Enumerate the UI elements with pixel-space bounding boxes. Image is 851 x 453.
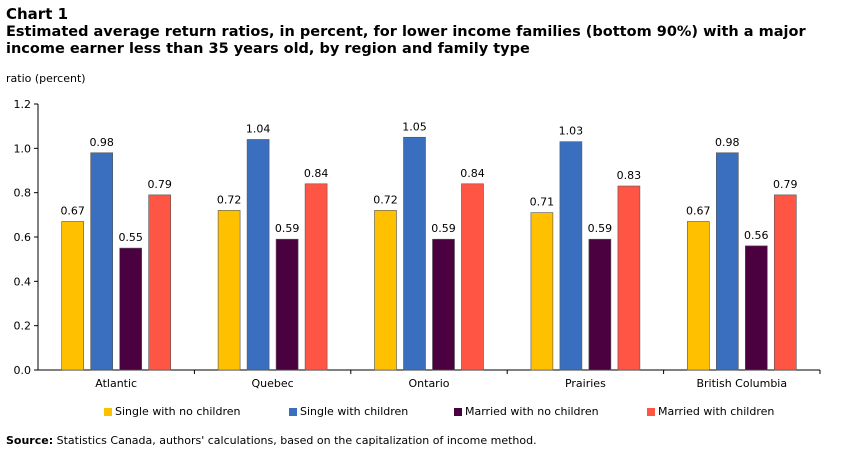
y-tick-label: 1.2 — [14, 98, 32, 111]
legend-swatch — [104, 407, 112, 416]
data-label: 0.98 — [89, 136, 114, 149]
data-label: 0.55 — [118, 231, 143, 244]
data-label: 0.79 — [147, 178, 172, 191]
legend-label: Single with no children — [115, 405, 241, 418]
bar — [275, 238, 299, 371]
legend-item-married-with-children: Married with children — [647, 405, 774, 418]
x-tick-label: Prairies — [565, 377, 606, 390]
data-label: 0.72 — [373, 193, 398, 206]
data-label: 0.56 — [744, 229, 769, 242]
bar — [90, 152, 113, 371]
legend-swatch — [647, 407, 655, 416]
y-tick-label: 0.8 — [14, 187, 32, 200]
bar — [715, 152, 739, 371]
data-label: 0.59 — [431, 222, 456, 235]
data-label: 1.04 — [246, 122, 271, 135]
source-text: Statistics Canada, authors' calculations… — [56, 434, 537, 447]
data-label: 0.79 — [773, 178, 798, 191]
bar — [217, 210, 241, 371]
bar — [773, 194, 797, 371]
legend-label: Married with children — [658, 405, 775, 418]
bar — [61, 221, 85, 371]
x-tick-label: Atlantic — [95, 377, 137, 390]
bar — [461, 183, 484, 371]
bar — [148, 194, 171, 371]
bar — [374, 210, 397, 371]
legend-label: Single with children — [300, 405, 409, 418]
legend-item-single-with-children: Single with children — [289, 405, 408, 418]
source-label: Source: — [6, 434, 54, 447]
source-note: Source: Statistics Canada, authors' calc… — [6, 434, 537, 447]
legend-label: Married with no children — [465, 405, 599, 418]
y-tick-label: 1.0 — [14, 142, 32, 155]
data-label: 0.59 — [275, 222, 300, 235]
legend-item-single-no-children: Single with no children — [104, 405, 240, 418]
bar — [403, 136, 426, 371]
data-label: 0.98 — [715, 136, 740, 149]
bar — [588, 238, 612, 371]
bar — [304, 183, 328, 371]
bar — [246, 139, 270, 371]
data-label: 0.72 — [217, 193, 242, 206]
data-label: 0.71 — [530, 196, 555, 209]
bar — [119, 247, 142, 371]
y-tick-label: 0.6 — [14, 231, 32, 244]
bar — [530, 212, 554, 371]
y-tick-label: 0.0 — [14, 364, 32, 377]
legend: Single with no children Single with chil… — [0, 405, 851, 421]
legend-swatch — [289, 407, 297, 416]
bar — [744, 245, 768, 371]
bar — [617, 185, 641, 371]
bar — [432, 238, 455, 371]
legend-item-married-no-children: Married with no children — [454, 405, 599, 418]
legend-swatch — [454, 407, 462, 416]
data-label: 1.03 — [559, 125, 584, 138]
data-label: 0.59 — [588, 222, 613, 235]
data-label: 0.67 — [60, 204, 85, 217]
bar — [559, 141, 583, 371]
bar — [686, 221, 710, 371]
x-tick-label: Quebec — [251, 377, 293, 390]
data-label: 1.05 — [402, 120, 427, 133]
chart-label: Chart 1 — [6, 5, 69, 23]
y-axis-label: ratio (percent) — [6, 72, 86, 85]
data-label: 0.84 — [304, 167, 329, 180]
x-tick-label: British Columbia — [696, 377, 787, 390]
bar-chart: 0.0 0.2 0.4 0.6 0.8 1.0 1.2 0.67 0.98 0.55 0.79 Atl… — [14, 98, 821, 390]
y-tick-label: 0.2 — [14, 320, 32, 333]
y-tick-label: 0.4 — [14, 275, 32, 288]
data-label: 0.67 — [686, 204, 711, 217]
data-label: 0.84 — [460, 167, 485, 180]
chart-title: Estimated average return ratios, in perc… — [6, 24, 806, 57]
data-label: 0.83 — [617, 169, 642, 182]
x-tick-label: Ontario — [409, 377, 450, 390]
